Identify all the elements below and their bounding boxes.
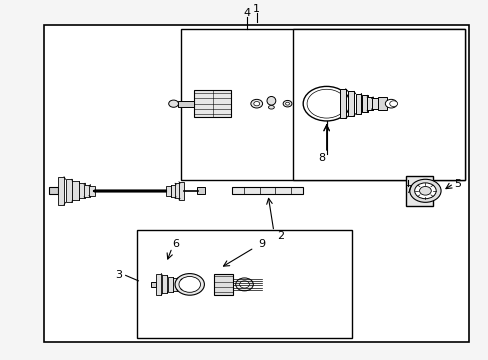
Circle shape bbox=[168, 100, 178, 107]
Circle shape bbox=[285, 102, 289, 105]
Bar bbox=[150, 282, 156, 287]
Ellipse shape bbox=[266, 96, 275, 105]
Bar bbox=[44, 25, 468, 342]
Text: 9: 9 bbox=[258, 239, 264, 249]
Bar bbox=[79, 183, 85, 198]
Text: 4: 4 bbox=[243, 8, 250, 18]
Bar bbox=[84, 185, 90, 197]
Circle shape bbox=[414, 183, 435, 199]
Circle shape bbox=[303, 86, 349, 121]
Bar bbox=[232, 187, 303, 194]
Bar bbox=[89, 186, 95, 196]
Bar bbox=[371, 98, 377, 109]
Bar bbox=[49, 187, 58, 194]
Bar bbox=[197, 187, 204, 194]
Bar bbox=[339, 89, 345, 118]
Bar bbox=[72, 181, 79, 200]
Circle shape bbox=[419, 186, 430, 195]
Circle shape bbox=[283, 100, 291, 107]
Bar bbox=[65, 179, 72, 202]
Text: 3: 3 bbox=[115, 270, 122, 280]
Circle shape bbox=[409, 179, 440, 202]
Bar bbox=[377, 97, 386, 110]
Circle shape bbox=[250, 99, 262, 108]
Bar bbox=[177, 279, 182, 290]
Circle shape bbox=[239, 281, 249, 288]
Bar bbox=[175, 183, 180, 198]
Ellipse shape bbox=[268, 105, 274, 109]
Bar bbox=[162, 275, 167, 293]
Circle shape bbox=[385, 99, 396, 108]
Bar bbox=[178, 101, 194, 107]
Bar bbox=[179, 182, 183, 200]
Bar bbox=[137, 230, 351, 338]
Bar bbox=[181, 29, 464, 180]
Circle shape bbox=[235, 278, 253, 291]
Bar bbox=[181, 280, 185, 289]
Circle shape bbox=[179, 276, 200, 292]
Text: 1: 1 bbox=[253, 4, 260, 14]
Text: 7: 7 bbox=[404, 185, 411, 195]
Bar bbox=[171, 185, 176, 197]
Circle shape bbox=[306, 89, 346, 118]
Circle shape bbox=[389, 101, 397, 107]
Text: 5: 5 bbox=[453, 179, 460, 189]
Bar bbox=[58, 177, 64, 205]
Bar bbox=[347, 91, 353, 116]
Circle shape bbox=[253, 102, 259, 106]
Bar bbox=[355, 94, 361, 114]
Circle shape bbox=[175, 274, 204, 295]
Bar bbox=[194, 90, 231, 117]
Text: 8: 8 bbox=[318, 153, 325, 163]
Bar bbox=[213, 274, 233, 295]
Bar bbox=[366, 97, 372, 111]
Text: 2: 2 bbox=[277, 231, 284, 241]
Bar bbox=[361, 95, 367, 112]
Bar bbox=[156, 274, 161, 295]
Bar bbox=[166, 186, 171, 196]
Bar bbox=[405, 176, 432, 206]
Text: 6: 6 bbox=[172, 239, 179, 249]
Bar bbox=[293, 29, 464, 180]
Bar bbox=[172, 278, 177, 291]
Bar bbox=[167, 277, 172, 292]
